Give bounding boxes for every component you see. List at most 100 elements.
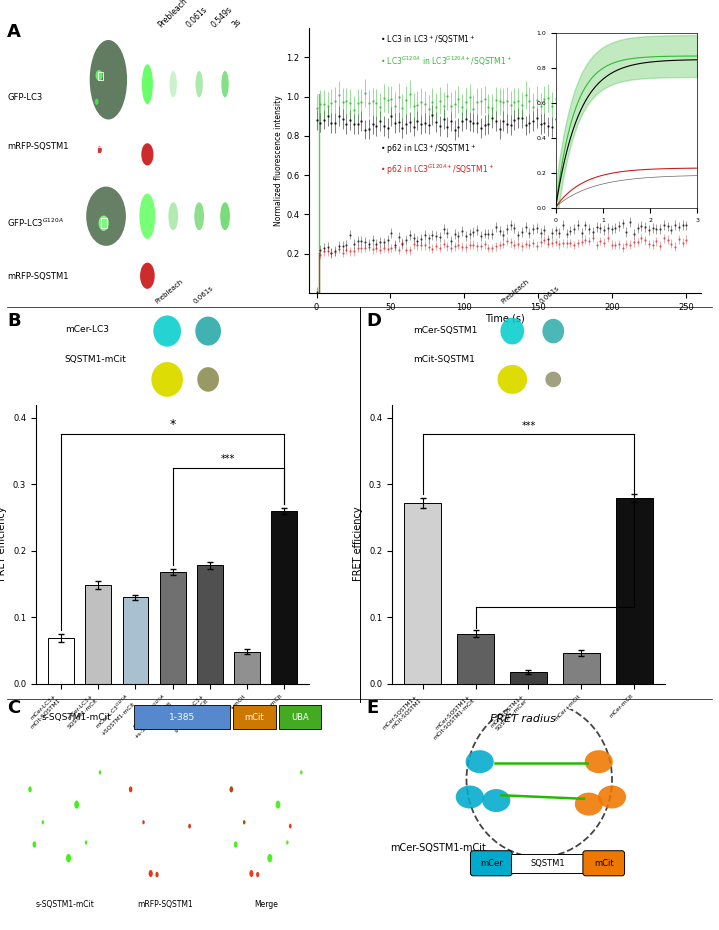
Bar [563, 653, 600, 684]
Bar [96, 269, 103, 283]
Ellipse shape [456, 786, 484, 808]
Text: D: D [367, 312, 382, 329]
Text: GFP-LC3$^{G120A}$: GFP-LC3$^{G120A}$ [7, 217, 64, 230]
Text: mCit: mCit [594, 858, 613, 868]
Text: 0.061s: 0.061s [184, 6, 209, 30]
Ellipse shape [197, 367, 219, 392]
Text: Merge: Merge [254, 899, 278, 909]
Y-axis label: FRET efficiency: FRET efficiency [0, 507, 7, 581]
Ellipse shape [289, 824, 292, 829]
Ellipse shape [168, 203, 178, 230]
Text: 1-385: 1-385 [169, 712, 195, 722]
Ellipse shape [545, 372, 562, 387]
Bar [234, 652, 260, 684]
FancyBboxPatch shape [134, 705, 230, 729]
Ellipse shape [500, 318, 524, 344]
FancyBboxPatch shape [234, 705, 275, 729]
Text: A: A [7, 23, 21, 41]
Text: ***: *** [521, 421, 536, 432]
Text: • LC3 in LC3$^+$/SQSTM1$^+$: • LC3 in LC3$^+$/SQSTM1$^+$ [380, 33, 475, 46]
Bar [101, 219, 107, 228]
Text: 0.549s: 0.549s [209, 5, 234, 30]
Bar [404, 503, 441, 684]
Bar [48, 638, 74, 684]
Ellipse shape [466, 751, 494, 773]
Ellipse shape [194, 203, 204, 230]
Ellipse shape [275, 801, 280, 809]
Y-axis label: FRET efficiency: FRET efficiency [353, 507, 363, 581]
Ellipse shape [99, 216, 109, 231]
Text: • LC3$^{G120A}$ in LC3$^{G120A+}$/SQSTM1$^+$: • LC3$^{G120A}$ in LC3$^{G120A+}$/SQSTM1… [380, 54, 512, 68]
Text: • p62 in LC3$^{G120A+}$/SQSTM1$^+$: • p62 in LC3$^{G120A+}$/SQSTM1$^+$ [380, 163, 494, 178]
Ellipse shape [249, 870, 254, 877]
Text: mCer-SQSTM1: mCer-SQSTM1 [413, 326, 478, 335]
Ellipse shape [196, 316, 221, 346]
FancyBboxPatch shape [583, 851, 625, 876]
Ellipse shape [234, 842, 237, 847]
Ellipse shape [196, 71, 203, 98]
Ellipse shape [151, 362, 183, 397]
Text: s-SQSTM1-mCit: s-SQSTM1-mCit [42, 712, 111, 722]
Text: 0.061s: 0.061s [538, 286, 560, 305]
Text: Prebleach: Prebleach [155, 278, 185, 305]
Ellipse shape [74, 801, 79, 809]
Ellipse shape [542, 319, 564, 343]
Bar [457, 633, 494, 684]
Ellipse shape [300, 770, 303, 775]
Ellipse shape [90, 40, 127, 120]
Ellipse shape [153, 315, 181, 347]
Ellipse shape [28, 787, 32, 792]
Text: mCer: mCer [480, 858, 503, 868]
Text: mCit-SQSTM1: mCit-SQSTM1 [413, 355, 475, 365]
Bar [615, 498, 653, 684]
Ellipse shape [256, 871, 260, 877]
FancyBboxPatch shape [470, 851, 512, 876]
Ellipse shape [142, 820, 145, 824]
Ellipse shape [170, 71, 177, 98]
Ellipse shape [97, 146, 102, 153]
Ellipse shape [188, 824, 191, 829]
Ellipse shape [85, 841, 87, 844]
Ellipse shape [574, 792, 603, 816]
Ellipse shape [32, 842, 36, 847]
Ellipse shape [243, 820, 245, 824]
Text: 0.061s: 0.061s [193, 286, 215, 305]
Text: ***: *** [221, 455, 235, 464]
FancyBboxPatch shape [279, 705, 321, 729]
Text: mRFP-SQSTM1: mRFP-SQSTM1 [137, 899, 193, 909]
Ellipse shape [86, 187, 126, 246]
FancyBboxPatch shape [511, 854, 584, 873]
Ellipse shape [66, 854, 71, 862]
Text: Prebleach: Prebleach [157, 0, 190, 30]
Text: SQSTM1-mCit: SQSTM1-mCit [65, 355, 127, 365]
Ellipse shape [229, 787, 233, 792]
Bar [510, 671, 547, 684]
Bar [160, 572, 186, 684]
Text: *: * [170, 418, 175, 432]
Ellipse shape [99, 770, 101, 775]
Ellipse shape [141, 143, 153, 166]
Text: GFP-LC3: GFP-LC3 [7, 93, 42, 102]
Text: mCer-SQSTM1-mCit: mCer-SQSTM1-mCit [390, 844, 486, 853]
Text: E: E [367, 699, 379, 717]
Text: s-SQSTM1-mCit: s-SQSTM1-mCit [35, 899, 94, 909]
Ellipse shape [220, 203, 230, 230]
Ellipse shape [95, 99, 99, 105]
Ellipse shape [149, 870, 153, 877]
Bar [197, 565, 223, 684]
Ellipse shape [498, 365, 527, 394]
Bar [271, 511, 297, 684]
Y-axis label: Normalized fluorescence intensity: Normalized fluorescence intensity [275, 95, 283, 226]
Ellipse shape [267, 854, 273, 862]
Ellipse shape [155, 871, 159, 877]
Ellipse shape [243, 820, 245, 824]
Text: 3s: 3s [230, 17, 243, 30]
Text: Prebleach: Prebleach [500, 278, 530, 305]
X-axis label: Time (s): Time (s) [485, 313, 525, 323]
Text: mCit: mCit [244, 712, 265, 722]
Text: mCer-LC3: mCer-LC3 [65, 326, 109, 335]
Bar [86, 585, 111, 684]
Bar [122, 597, 148, 684]
Ellipse shape [129, 787, 132, 792]
Bar [96, 147, 102, 153]
